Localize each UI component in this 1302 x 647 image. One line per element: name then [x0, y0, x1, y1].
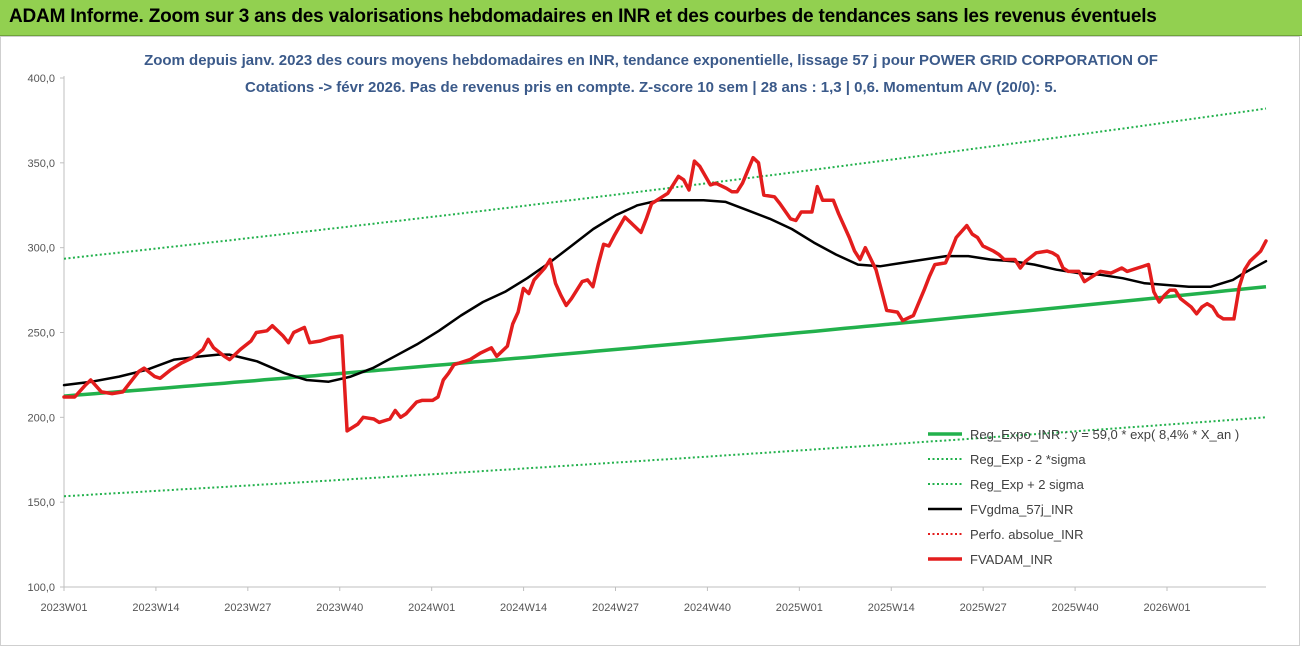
chart-title-line2: Cotations -> févr 2026. Pas de revenus p…	[245, 79, 1057, 96]
x-tick-label: 2026W01	[1143, 602, 1190, 614]
series-fvgdma-57j	[62, 198, 1268, 387]
series-reg-minus-2sigma	[63, 416, 1267, 498]
chart-frame	[0, 36, 1300, 646]
y-tick-label: 400,0	[27, 73, 55, 85]
banner-title: ADAM Informe. Zoom sur 3 ans des valoris…	[9, 6, 1157, 27]
banner: ADAM Informe. Zoom sur 3 ans des valoris…	[0, 0, 1302, 36]
y-tick-label: 350,0	[27, 158, 55, 170]
x-tick-label: 2024W40	[684, 602, 731, 614]
x-tick-label: 2025W01	[776, 602, 823, 614]
chart-title-line1: Zoom depuis janv. 2023 des cours moyens …	[144, 52, 1158, 69]
series-reg-expo	[63, 284, 1267, 398]
legend-label: Perfo. absolue_INR	[970, 527, 1083, 542]
x-tick-label: 2023W27	[224, 602, 271, 614]
x-tick-label: 2024W01	[408, 602, 455, 614]
series-fvadam	[62, 155, 1268, 433]
x-tick-label: 2025W14	[868, 602, 915, 614]
x-tick-label: 2023W01	[40, 602, 87, 614]
y-tick-label: 100,0	[27, 582, 55, 594]
legend-label: Reg_Exp - 2 *sigma	[970, 452, 1086, 467]
x-tick-label: 2024W14	[500, 602, 547, 614]
legend-label: Reg_Exp + 2 sigma	[970, 477, 1085, 492]
legend-label: FVADAM_INR	[970, 552, 1053, 567]
y-tick-label: 300,0	[27, 243, 55, 255]
y-tick-label: 250,0	[27, 328, 55, 340]
series-reg-plus-2sigma	[63, 107, 1267, 260]
x-tick-label: 2024W27	[592, 602, 639, 614]
legend-label: Reg_Expo_INR : y = 59,0 * exp( 8,4% * X_…	[970, 427, 1239, 442]
x-tick-label: 2023W40	[316, 602, 363, 614]
x-tick-label: 2023W14	[132, 602, 179, 614]
y-tick-label: 200,0	[27, 412, 55, 424]
x-tick-label: 2025W27	[960, 602, 1007, 614]
legend-label: FVgdma_57j_INR	[970, 502, 1073, 517]
x-tick-label: 2025W40	[1052, 602, 1099, 614]
y-tick-label: 150,0	[27, 497, 55, 509]
